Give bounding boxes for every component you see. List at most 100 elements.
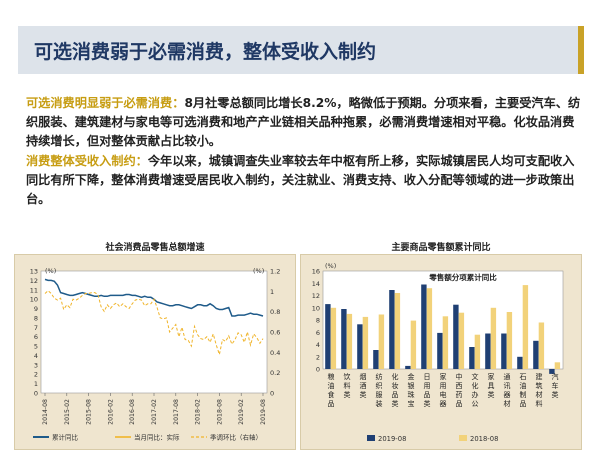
chart1-x-tick-label: 2015-02 xyxy=(64,399,71,425)
chart2-legend-label: 2019-08 xyxy=(378,435,406,443)
chart2-category-label: 家 xyxy=(488,372,495,381)
chart1-y-tick-label: 6 xyxy=(34,333,38,341)
chart2-category-label: 品 xyxy=(520,400,527,408)
chart1-panel: 0 1 2 3 4 5 6 7 8 9 10 11 12 13 0 0.2 0.4 0.6 0.8 1 1.2 (%) (%… xyxy=(14,254,296,450)
chart1-y-tick-label: 11 xyxy=(30,286,38,294)
chart1-y-tick-label: 5 xyxy=(34,343,38,351)
paragraph-2-text: 今年以来，城镇调查失业率较去年中枢有所上移，实际城镇居民人均可支配收入同比有所下… xyxy=(26,154,575,206)
chart2-bar xyxy=(405,365,411,369)
title-bar: 可选消费弱于必需消费，整体受收入制约 xyxy=(18,26,584,74)
chart2-category-label: 材 xyxy=(504,399,511,408)
chart2-y-tick-label: 8 xyxy=(316,317,320,325)
chart2-category-label: 车 xyxy=(552,381,559,390)
chart2-category-label: 材 xyxy=(536,390,543,399)
chart2-category-label: 电 xyxy=(440,390,447,399)
chart1-x-tick-label: 2016-08 xyxy=(129,399,136,425)
chart1-y2-tick-label: 1.2 xyxy=(270,268,280,276)
chart2-bar xyxy=(341,309,347,369)
chart2-category-label: 品 xyxy=(328,400,335,408)
chart1-y2-tick-label: 0 xyxy=(270,390,274,398)
chart2-bar xyxy=(378,314,385,369)
chart2-bar xyxy=(517,356,523,370)
chart2-bar xyxy=(442,316,449,369)
chart1-x-tick-label: 2017-02 xyxy=(151,399,158,425)
chart1-x-tick-label: 2016-02 xyxy=(107,399,114,425)
chart2-category-label: 中 xyxy=(456,372,463,381)
chart1-y-tick-label: 13 xyxy=(30,268,38,276)
chart2-category-label: 织 xyxy=(376,381,383,390)
chart2-bar xyxy=(458,312,465,369)
chart2-bar xyxy=(421,284,427,369)
chart2-bar xyxy=(549,369,555,374)
chart2-category-label: 西 xyxy=(456,382,463,390)
chart2-bar xyxy=(410,320,417,369)
chart1-y-tick-label: 2 xyxy=(34,371,38,379)
chart1-y2-tick-label: 0.6 xyxy=(270,329,280,337)
chart1-right-unit: (%) xyxy=(253,267,264,275)
chart2-category-label: 器 xyxy=(504,391,511,399)
chart1-y2-tick-label: 0.4 xyxy=(270,349,280,357)
chart1-x-tick-label: 2018-02 xyxy=(195,399,202,425)
chart2-category-label: 品 xyxy=(456,400,463,408)
chart2-bar xyxy=(469,347,475,369)
chart2-category-label: 妆 xyxy=(392,381,399,390)
chart2-category-label: 化 xyxy=(472,381,479,390)
chart1-series-line xyxy=(44,290,264,357)
chart1-x-tick-label: 2015-08 xyxy=(86,399,93,425)
chart2-bar xyxy=(485,333,491,369)
chart2-bar xyxy=(437,332,443,369)
chart1-legend-label: 当月同比：实际 xyxy=(134,433,180,442)
chart2-bar xyxy=(538,322,545,369)
chart2-y-tick-label: 4 xyxy=(316,341,320,349)
chart1-left-unit: (%) xyxy=(45,267,56,275)
chart2-category-label: 化 xyxy=(392,372,399,381)
chart1-x-tick-label: 2014-08 xyxy=(42,399,49,425)
chart2-category-label: 纺 xyxy=(376,372,383,381)
chart1-legend-label: 季调环比（右轴） xyxy=(210,433,262,442)
paragraph-1: 可选消费明显弱于必需消费：8月社零总额同比增长8.2%，略微低于预期。分项来看，… xyxy=(26,94,582,151)
chart2-bar xyxy=(325,304,331,369)
chart1-y-tick-label: 4 xyxy=(34,352,38,360)
chart1-y-tick-label: 3 xyxy=(34,361,38,369)
chart1-y2-tick-label: 0.2 xyxy=(270,369,280,377)
chart2-bar xyxy=(522,285,529,369)
paragraph-1-text: 8月社零总额同比增长8.2%，略微低于预期。分项来看，主要受汽车、纺织服装、建筑… xyxy=(26,96,581,148)
paragraph-2: 消费整体受收入制约：今年以来，城镇调查失业率较去年中枢有所上移，实际城镇居民人均… xyxy=(26,152,582,209)
chart2-y-tick-label: 2 xyxy=(316,353,320,361)
paragraph-2-lead: 消费整体受收入制约： xyxy=(26,154,148,168)
chart2-category-label: 油 xyxy=(520,381,527,390)
chart2-legend-swatch xyxy=(459,435,467,441)
chart2-category-label: 服 xyxy=(376,391,383,399)
chart1-y2-tick-label: 1 xyxy=(270,288,274,296)
chart2-category-label: 油 xyxy=(328,381,335,390)
chart2-bar xyxy=(490,307,497,370)
chart2-category-label: 金 xyxy=(408,372,415,381)
chart2-category-label: 筑 xyxy=(536,381,543,390)
chart2-category-label: 用 xyxy=(440,382,447,390)
chart1-y-tick-label: 0 xyxy=(34,390,38,398)
chart2-bar xyxy=(426,288,433,369)
chart1-y-tick-label: 8 xyxy=(34,314,38,322)
chart2-category-label: 具 xyxy=(488,382,495,390)
chart2-category-label: 类 xyxy=(344,390,351,399)
chart1-x-tick-label: 2019-02 xyxy=(238,399,245,425)
chart1-y-tick-label: 12 xyxy=(30,277,38,285)
chart2-y-tick-label: 14 xyxy=(312,280,320,288)
chart2-bar xyxy=(389,290,395,369)
chart2-bar xyxy=(330,307,337,370)
chart2-bar xyxy=(554,362,561,369)
chart2-category-label: 类 xyxy=(488,390,495,399)
chart2-category-label: 料 xyxy=(344,381,351,390)
chart2-category-label: 类 xyxy=(392,399,399,408)
chart2-y-tick-label: 16 xyxy=(312,268,320,276)
chart2-bar xyxy=(357,324,363,369)
chart2-category-label: 讯 xyxy=(504,382,511,390)
chart2-category-label: 家 xyxy=(440,372,447,381)
chart2-category-label: 装 xyxy=(376,399,383,408)
chart2-category-label: 制 xyxy=(520,390,527,399)
chart2-category-label: 公 xyxy=(472,400,479,408)
chart2-inner-title: 零售额分项累计同比 xyxy=(428,272,497,282)
slide-title: 可选消费弱于必需消费，整体受收入制约 xyxy=(34,41,377,63)
chart2-category-label: 文 xyxy=(472,372,479,381)
chart2-category-label: 食 xyxy=(328,390,335,399)
